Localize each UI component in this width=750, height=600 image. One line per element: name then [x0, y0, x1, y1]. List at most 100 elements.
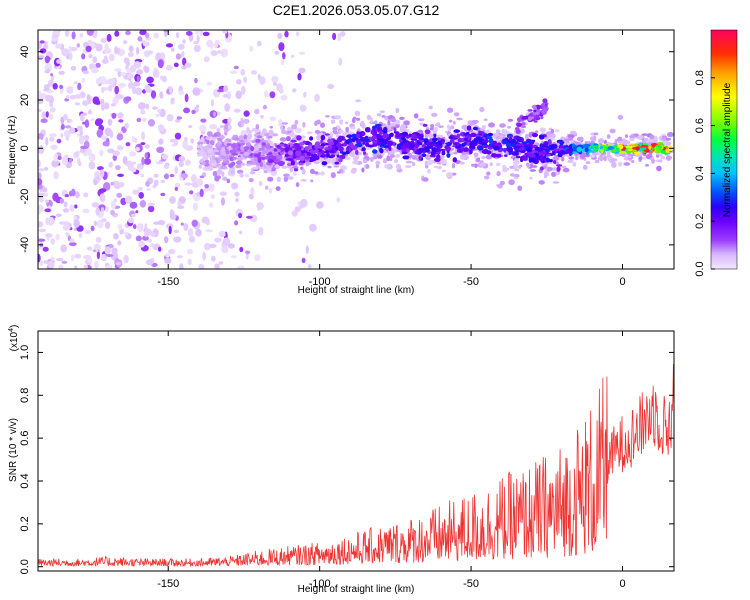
spectrogram-blob — [88, 154, 95, 161]
spectrogram-blob — [38, 135, 41, 140]
spectrogram-blob — [282, 52, 286, 60]
spectrogram-blob — [328, 146, 332, 151]
spectrogram-blob — [194, 30, 200, 35]
spectrogram-blob — [220, 48, 228, 58]
spectrogram-blob — [229, 70, 238, 74]
spectrogram-blob — [298, 67, 306, 74]
snr-frame — [37, 330, 675, 572]
spectrogram-blob — [431, 137, 438, 142]
spectrogram-blob — [638, 155, 643, 161]
spectrogram-blob — [122, 40, 128, 45]
spectrogram-blob — [123, 254, 129, 264]
spectrogram-blob — [193, 44, 201, 53]
spectrogram-blob — [40, 118, 48, 123]
spectrogram-blob — [80, 145, 88, 150]
spectrogram-blob — [254, 108, 260, 115]
spectrogram-blob — [137, 36, 143, 42]
spectrogram-blob — [460, 138, 465, 142]
spectrogram-blob — [224, 123, 229, 130]
spectrogram-blob — [90, 225, 95, 232]
spectrogram-blob — [146, 188, 151, 192]
spectrogram-blob — [235, 90, 243, 100]
spectrogram-blob — [427, 141, 432, 147]
spectrogram-blob — [440, 158, 447, 165]
spectrogram-blob — [273, 82, 277, 86]
spectrogram-blob — [210, 50, 218, 57]
spectrogram-blob — [62, 156, 68, 166]
spectrogram-blob — [101, 218, 107, 223]
spectrogram-blob — [478, 130, 482, 134]
spectrogram-blob — [351, 137, 359, 141]
snr-y-tick-label: 1.0 — [19, 345, 31, 360]
spectrogram-blob — [49, 107, 56, 113]
spectrogram-blob — [199, 143, 203, 149]
spectrogram-blob — [138, 102, 146, 110]
spectrogram-blob — [322, 154, 328, 157]
spectrogram-blob — [342, 143, 348, 147]
spectrogram-blob — [102, 141, 110, 147]
spectrogram-blob — [387, 119, 391, 126]
spectrogram-blob — [87, 246, 93, 251]
spectrogram-blob — [453, 129, 461, 133]
spectrogram-blob — [309, 145, 313, 149]
spectrogram-blob — [142, 41, 150, 47]
spectrogram-blob — [441, 150, 446, 156]
spectrogram-blob — [278, 42, 285, 52]
spectrogram-blob — [631, 144, 638, 147]
spectrogram-blob — [325, 115, 330, 118]
colorbar-tick-label: 0.4 — [694, 166, 706, 181]
spectrogram-blob — [50, 238, 55, 245]
spectrogram-blob — [180, 173, 188, 179]
spectrogram-blob — [70, 65, 77, 71]
spectrogram-blob — [253, 153, 261, 158]
spectrogram-blob — [299, 155, 305, 161]
spectrogram-blob — [453, 151, 458, 155]
spectrogram-blob — [472, 126, 479, 131]
spectrogram-blob — [233, 108, 241, 113]
spectrogram-blob — [625, 145, 633, 149]
spectrogram-blob — [52, 83, 58, 90]
spectrogram-blob — [333, 131, 339, 135]
spectrogram-blob — [42, 246, 49, 252]
spectrogram-blob — [517, 117, 521, 123]
spectrogram-blob — [209, 124, 218, 130]
spectrogram-blob — [244, 173, 250, 178]
spectrogram-blob — [515, 129, 521, 135]
spectrogram-blob — [556, 166, 561, 172]
spectrogram-blob — [606, 134, 611, 140]
spectrogram-blob — [504, 154, 508, 157]
spectrogram-blob — [233, 137, 240, 141]
spectrogram-blob — [552, 181, 560, 184]
spectrogram-blob — [92, 32, 98, 39]
spectrogram-blob — [509, 173, 515, 177]
spectrogram-blob — [63, 201, 68, 208]
spectrogram-blob — [658, 159, 663, 163]
spectrogram-blob — [562, 167, 570, 173]
spectrogram-blob — [136, 69, 144, 75]
spectrogram-blob — [459, 161, 465, 165]
spectrogram-blob — [52, 192, 59, 202]
spectrogram-blob — [239, 246, 244, 253]
spectrogram-blob — [598, 138, 605, 144]
spectrogram-blob — [470, 132, 477, 138]
spectrogram-blob — [165, 223, 174, 229]
spectrogram-blob — [250, 145, 255, 152]
spectrogram-blob — [192, 202, 199, 211]
spectrogram-blob — [332, 32, 337, 41]
spectrogram-blob — [117, 173, 124, 177]
snr-x-ticks: -150 -100 -50 0 — [157, 331, 626, 590]
spectrogram-blob — [232, 157, 238, 160]
spectrogram-blob — [641, 157, 647, 160]
spectrogram-blob — [602, 145, 607, 150]
spectrogram-blob — [176, 255, 183, 259]
spectrogram-blob — [624, 134, 629, 138]
spectrogram-blob — [645, 164, 649, 167]
spectrogram-blob — [136, 117, 142, 123]
spectrogram-blob — [175, 53, 181, 60]
spectrogram-blob — [662, 135, 668, 139]
spectrogram-blob — [143, 66, 150, 73]
spectrogram-blob — [300, 198, 308, 208]
spectrogram-blob — [118, 82, 127, 88]
spectrogram-blob — [502, 168, 508, 173]
